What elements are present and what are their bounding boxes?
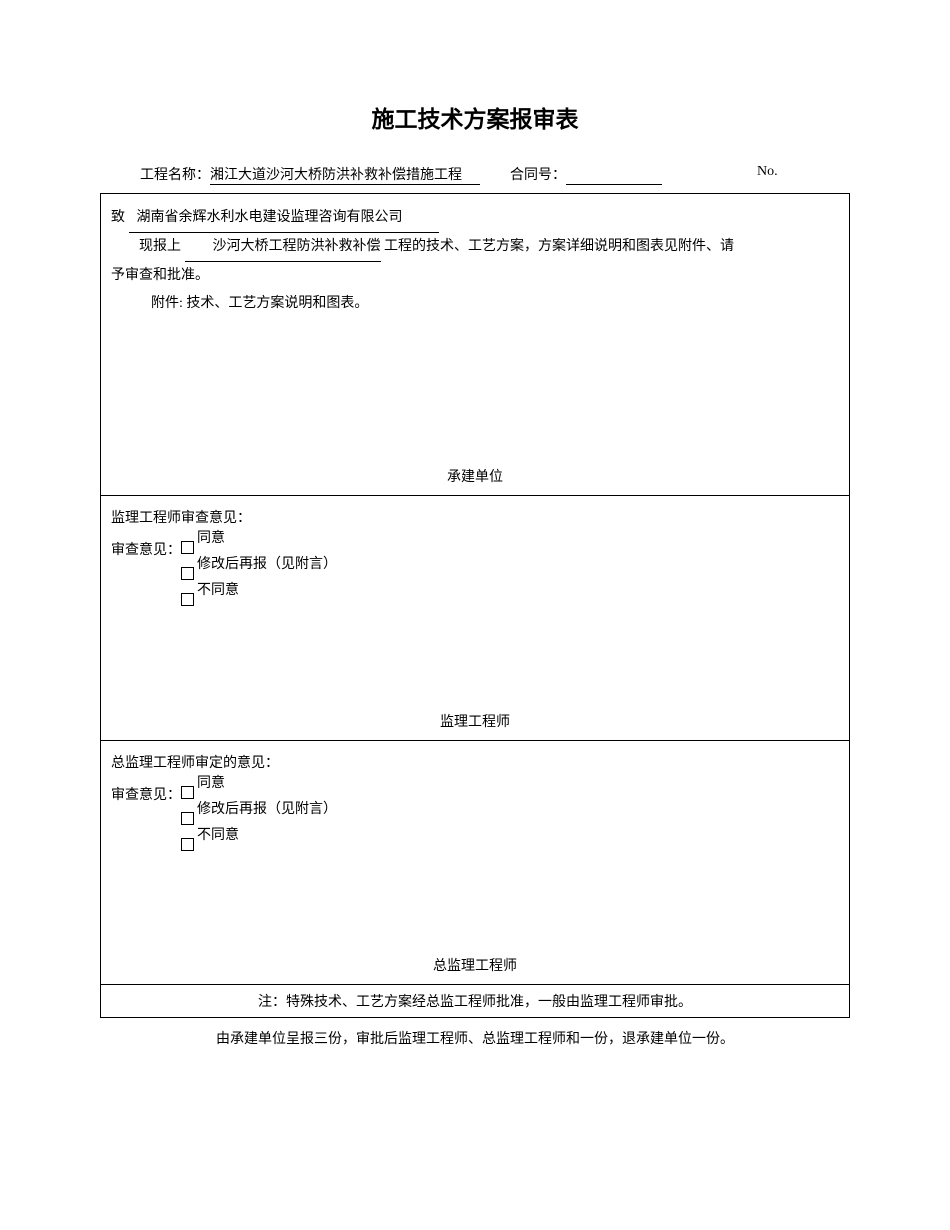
- to-value: 湖南省余辉水利水电建设监理咨询有限公司: [129, 204, 439, 233]
- checkbox-option-agree: 同意: [181, 775, 337, 801]
- checkbox-group: 同意 修改后再报（见附言） 不同意: [181, 775, 337, 853]
- approval-line: 予审查和批准。: [111, 262, 839, 290]
- addressee-line: 致 湖南省余辉水利水电建设监理咨询有限公司: [111, 204, 839, 233]
- header-info: 工程名称： 湘江大道沙河大桥防洪补救补偿措施工程 合同号： No.: [140, 164, 850, 185]
- section-engineer-review: 监理工程师审查意见： 审查意见： 同意 修改后再报（见附言） 不同意: [101, 496, 849, 741]
- chief-engineer-sign-label: 总监理工程师: [101, 954, 849, 981]
- engineer-sign-label: 监理工程师: [101, 710, 849, 737]
- form-table: 致 湖南省余辉水利水电建设监理咨询有限公司 现报上 沙河大桥工程防洪补救补偿 工…: [100, 193, 850, 1018]
- checkbox-option-disagree: 不同意: [181, 827, 337, 853]
- checkbox-icon[interactable]: [181, 567, 194, 580]
- checkbox-group: 同意 修改后再报（见附言） 不同意: [181, 530, 337, 608]
- checkbox-option-agree: 同意: [181, 530, 337, 556]
- contract-value: [566, 164, 662, 185]
- checkbox-icon[interactable]: [181, 786, 194, 799]
- checkbox-label: 同意: [197, 532, 225, 546]
- checkbox-option-disagree: 不同意: [181, 582, 337, 608]
- number-label: No.: [757, 164, 778, 185]
- project-label: 工程名称：: [140, 164, 210, 185]
- checkbox-icon[interactable]: [181, 593, 194, 606]
- review-label: 审查意见：: [111, 538, 181, 565]
- section-chief-engineer-review: 总监理工程师审定的意见： 审查意见： 同意 修改后再报（见附言） 不同意: [101, 741, 849, 985]
- checkbox-icon[interactable]: [181, 838, 194, 851]
- checkbox-label: 修改后再报（见附言）: [197, 803, 337, 817]
- report-prefix: 现报上: [139, 239, 181, 254]
- chief-engineer-review-title: 总监理工程师审定的意见：: [111, 751, 839, 778]
- contract-label: 合同号：: [510, 164, 566, 185]
- section-note: 注：特殊技术、工艺方案经总监工程师批准，一般由监理工程师审批。: [101, 985, 849, 1017]
- footer-note: 由承建单位呈报三份，审批后监理工程师、总监理工程师和一份，退承建单位一份。: [100, 1028, 850, 1048]
- project-name: 湘江大道沙河大桥防洪补救补偿措施工程: [210, 164, 480, 185]
- review-row: 审查意见： 同意 修改后再报（见附言） 不同意: [111, 778, 839, 853]
- report-value: 沙河大桥工程防洪补救补偿: [185, 233, 381, 262]
- checkbox-option-revise: 修改后再报（见附言）: [181, 801, 337, 827]
- checkbox-label: 不同意: [197, 829, 239, 843]
- checkbox-label: 修改后再报（见附言）: [197, 558, 337, 572]
- checkbox-label: 不同意: [197, 584, 239, 598]
- attachment-line: 附件: 技术、工艺方案说明和图表。: [111, 290, 839, 318]
- to-label: 致: [111, 210, 125, 225]
- approval-note: 注：特殊技术、工艺方案经总监工程师批准，一般由监理工程师审批。: [258, 995, 692, 1010]
- checkbox-label: 同意: [197, 777, 225, 791]
- report-suffix: 工程的技术、工艺方案，方案详细说明和图表见附件、请: [384, 239, 734, 254]
- engineer-review-title: 监理工程师审查意见：: [111, 506, 839, 533]
- review-row: 审查意见： 同意 修改后再报（见附言） 不同意: [111, 533, 839, 608]
- document-page: 施工技术方案报审表 工程名称： 湘江大道沙河大桥防洪补救补偿措施工程 合同号： …: [0, 0, 950, 1048]
- checkbox-option-revise: 修改后再报（见附言）: [181, 556, 337, 582]
- contractor-sign-label: 承建单位: [101, 464, 849, 492]
- checkbox-icon[interactable]: [181, 541, 194, 554]
- contract-field: 合同号：: [510, 164, 662, 185]
- page-title: 施工技术方案报审表: [100, 100, 850, 134]
- checkbox-icon[interactable]: [181, 812, 194, 825]
- section-submission: 致 湖南省余辉水利水电建设监理咨询有限公司 现报上 沙河大桥工程防洪补救补偿 工…: [101, 194, 849, 496]
- review-label: 审查意见：: [111, 783, 181, 810]
- project-field: 工程名称： 湘江大道沙河大桥防洪补救补偿措施工程: [140, 164, 480, 185]
- report-line: 现报上 沙河大桥工程防洪补救补偿 工程的技术、工艺方案，方案详细说明和图表见附件…: [111, 233, 839, 262]
